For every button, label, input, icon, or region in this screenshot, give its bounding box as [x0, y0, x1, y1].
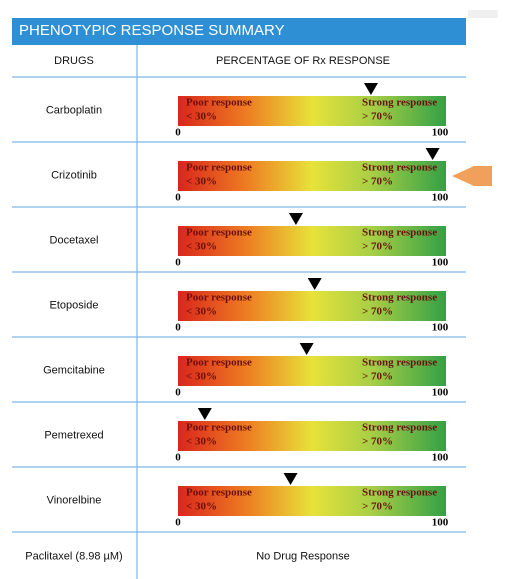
strong-range: > 70% [362, 306, 393, 318]
poor-range: < 30% [186, 176, 217, 188]
drug-name: Vinorelbine [47, 494, 102, 506]
title-bar [12, 18, 466, 45]
poor-range: < 30% [186, 436, 217, 448]
gradient-bar [178, 291, 446, 321]
scale-max: 100 [432, 322, 449, 334]
poor-range: < 30% [186, 371, 217, 383]
scale-max: 100 [432, 452, 449, 464]
scale-min: 0 [175, 517, 181, 529]
scale-max: 100 [432, 517, 449, 529]
scale-min: 0 [175, 387, 181, 399]
poor-range: < 30% [186, 241, 217, 253]
poor-label: Poor response [186, 357, 252, 369]
poor-label: Poor response [186, 227, 252, 239]
drug-name: Etoposide [50, 299, 99, 311]
response-marker [425, 148, 440, 160]
strong-label: Strong response [362, 422, 437, 434]
strong-label: Strong response [362, 357, 437, 369]
scale-min: 0 [175, 322, 181, 334]
gradient-bar [178, 421, 446, 451]
drug-name: Paclitaxel (8.98 µM) [25, 550, 122, 562]
response-marker [283, 473, 298, 485]
scale-max: 100 [432, 257, 449, 269]
poor-label: Poor response [186, 292, 252, 304]
poor-label: Poor response [186, 162, 252, 174]
column-header: DRUGS [54, 55, 94, 67]
strong-range: > 70% [362, 371, 393, 383]
poor-label: Poor response [186, 97, 252, 109]
strong-range: > 70% [362, 241, 393, 253]
drug-name: Carboplatin [46, 104, 102, 116]
drug-name: Gemcitabine [43, 364, 105, 376]
gradient-bar [178, 226, 446, 256]
poor-range: < 30% [186, 501, 217, 513]
strong-label: Strong response [362, 97, 437, 109]
highlight-arrow [452, 166, 492, 186]
response-marker [288, 213, 303, 225]
strong-range: > 70% [362, 436, 393, 448]
strong-range: > 70% [362, 501, 393, 513]
scale-min: 0 [175, 452, 181, 464]
edge-shade [468, 10, 498, 18]
poor-label: Poor response [186, 422, 252, 434]
gradient-bar [178, 161, 446, 191]
scale-max: 100 [432, 387, 449, 399]
response-marker [197, 408, 212, 420]
scale-min: 0 [175, 127, 181, 139]
strong-label: Strong response [362, 162, 437, 174]
poor-range: < 30% [186, 111, 217, 123]
drug-name: Docetaxel [50, 234, 99, 246]
strong-label: Strong response [362, 292, 437, 304]
strong-range: > 70% [362, 111, 393, 123]
poor-label: Poor response [186, 487, 252, 499]
gradient-bar [178, 486, 446, 516]
column-header: PERCENTAGE OF Rx RESPONSE [216, 55, 390, 67]
scale-min: 0 [175, 257, 181, 269]
scale-max: 100 [432, 127, 449, 139]
poor-range: < 30% [186, 306, 217, 318]
gradient-bar [178, 96, 446, 126]
strong-label: Strong response [362, 227, 437, 239]
title: PHENOTYPIC RESPONSE SUMMARY [19, 22, 285, 39]
response-marker [363, 83, 378, 95]
drug-name: Pemetrexed [44, 429, 103, 441]
response-marker [307, 278, 322, 290]
result-text: No Drug Response [256, 550, 350, 562]
scale-max: 100 [432, 192, 449, 204]
scale-min: 0 [175, 192, 181, 204]
drug-name: Crizotinib [51, 169, 97, 181]
response-marker [299, 343, 314, 355]
gradient-bar [178, 356, 446, 386]
strong-label: Strong response [362, 487, 437, 499]
strong-range: > 70% [362, 176, 393, 188]
